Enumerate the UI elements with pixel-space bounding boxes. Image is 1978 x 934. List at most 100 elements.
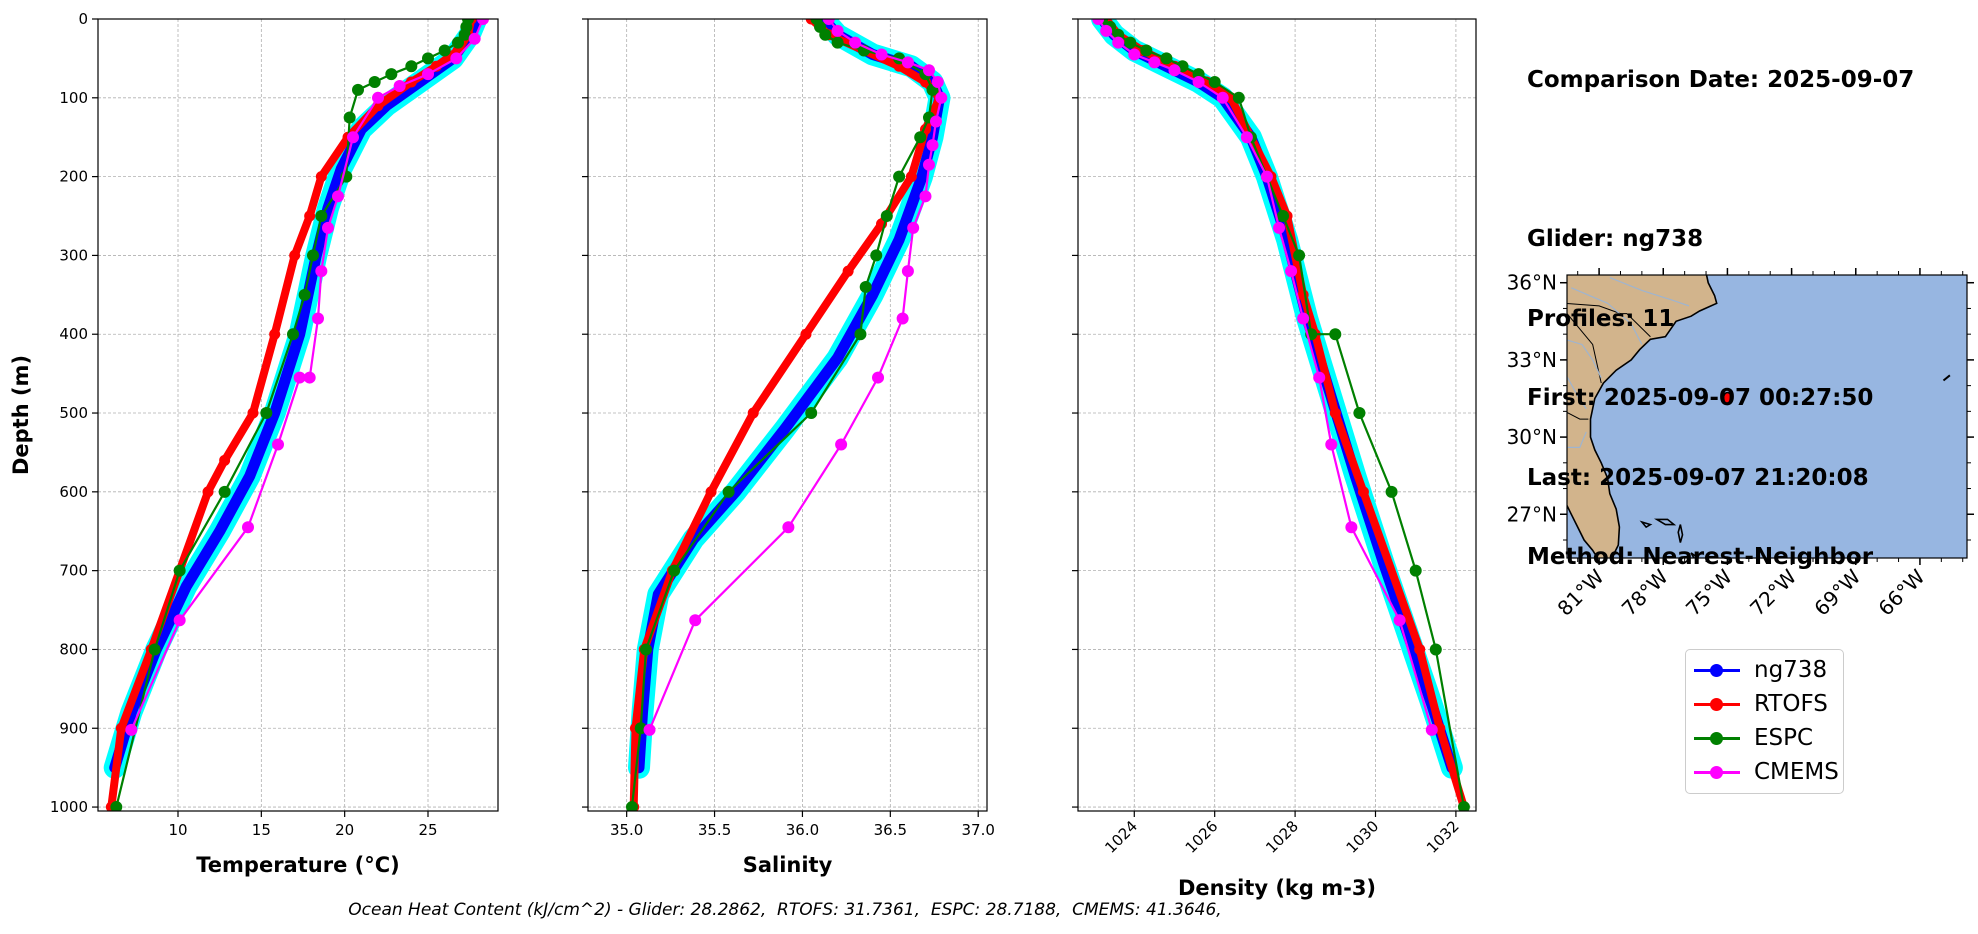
series-group	[1091, 19, 1470, 811]
y-tick-label: 0	[78, 10, 88, 28]
salinity-panel: 35.0 35.5 36.0 36.5 37.0 Salinity	[582, 18, 995, 877]
river	[1571, 287, 1643, 345]
series-espc-point	[385, 68, 398, 81]
lat-tick-label: 33°N	[1507, 348, 1557, 372]
series-espc-point	[173, 564, 186, 577]
series-rtofs-point	[115, 722, 127, 734]
series-group	[103, 19, 489, 811]
series-cmems-point	[831, 24, 844, 37]
x-tick-label: 1032	[1423, 817, 1463, 857]
series-cmems-point	[1192, 76, 1205, 89]
series-espc-point	[368, 76, 381, 89]
series-cmems-point	[872, 371, 885, 384]
legend-swatch	[1694, 689, 1740, 719]
legend: ng738 RTOFS ESPC CMEMS	[1685, 649, 1844, 794]
info-block: Comparison Date: 2025-09-07 Glider: ng73…	[1527, 14, 1914, 597]
series-ng738-line	[1096, 19, 1458, 774]
series-rtofs-point	[705, 486, 717, 498]
series-cmems-point	[919, 190, 932, 203]
series-espc-point	[1353, 407, 1366, 420]
method: Method: Nearest-Neighbor	[1527, 544, 1874, 570]
x-axis-label: Salinity	[743, 853, 833, 877]
series-rtofs-point	[1357, 486, 1369, 498]
series-cmems-point	[782, 521, 795, 534]
series-espc-point	[854, 328, 867, 341]
series-espc-point	[1208, 76, 1221, 89]
series-cmems-point	[1148, 56, 1161, 69]
lat-tick-label: 36°N	[1507, 271, 1557, 295]
axes-frame	[1077, 18, 1477, 812]
series-espc-point	[1124, 36, 1137, 49]
series-espc-point	[1409, 564, 1422, 577]
x-tick-label: 1030	[1343, 817, 1383, 857]
glider-position-marker	[1722, 391, 1733, 406]
series-cmems-point	[1092, 19, 1105, 25]
state-boundary	[1567, 411, 1589, 420]
legend-item-glider: ng738	[1694, 655, 1827, 685]
y-tick-label: 800	[59, 640, 88, 658]
legend-item-espc: ESPC	[1694, 723, 1813, 753]
series-cmems-point	[1216, 91, 1229, 104]
legend-swatch	[1694, 723, 1740, 753]
series-espc-point	[287, 328, 299, 341]
series-cmems-point	[173, 614, 186, 627]
series-espc-point	[819, 28, 832, 41]
series-cmems-point	[450, 52, 463, 65]
series-cmems-point	[332, 190, 344, 203]
legend-label: RTOFS	[1754, 691, 1828, 717]
series-rtofs-point	[247, 407, 259, 419]
series-cmems-point	[1273, 221, 1286, 234]
x-tick-label: 35.0	[610, 821, 643, 839]
series-cmems-point	[1345, 521, 1358, 534]
y-tick-label: 200	[59, 168, 88, 186]
series-cmems-point	[293, 371, 306, 384]
y-tick-label: 1000	[50, 798, 88, 816]
series-rtofs-point	[800, 328, 812, 340]
series-rtofs-point	[1329, 407, 1341, 419]
legend-label: ng738	[1754, 657, 1828, 683]
series-espc-point	[914, 131, 927, 144]
axes-frame	[587, 18, 988, 812]
series-espc-point	[260, 407, 273, 420]
series-cmems-point	[922, 158, 935, 171]
legend-swatch	[1694, 757, 1740, 787]
legend-label: ESPC	[1754, 725, 1814, 751]
series-espc-point	[722, 485, 735, 498]
series-cmems-point	[315, 265, 328, 278]
series-rtofs-point	[905, 171, 917, 183]
river	[1609, 277, 1690, 307]
y-tick-label: 300	[59, 246, 88, 264]
glider-name: Glider: ng738	[1527, 226, 1704, 252]
legend-item-cmems: CMEMS	[1694, 757, 1839, 787]
series-espc-point	[352, 83, 364, 96]
temperature-panel: 10 15 20 25 0 100 200 300 400 500 600 700 800 900 1000…	[9, 10, 499, 877]
series-cmems-point	[125, 723, 138, 736]
ocean-heat-content-caption: Ocean Heat Content (kJ/cm^2) - Glider: 2…	[348, 900, 1222, 920]
y-tick-label: 400	[59, 325, 88, 343]
y-tick-label: 900	[59, 719, 88, 737]
series-rtofs-point	[219, 454, 231, 466]
series-cmems-point	[930, 115, 943, 128]
legend-item-rtofs: RTOFS	[1694, 689, 1828, 719]
series-cmems-point	[643, 723, 656, 736]
profile-count: Profiles: 11	[1527, 305, 1675, 332]
x-tick-label: 36.5	[874, 821, 907, 839]
series-espc-point	[1140, 44, 1153, 57]
series-rtofs-point	[747, 407, 759, 419]
series-cmems-point	[477, 19, 489, 25]
series-cmems-point	[689, 614, 702, 627]
series-ng738-line	[633, 19, 945, 774]
series-cmems-point	[1112, 36, 1125, 49]
series-espc-point	[422, 52, 434, 65]
series-rtofs-point	[289, 249, 301, 261]
series-espc-point	[148, 643, 161, 656]
lat-tick-label: 30°N	[1507, 425, 1557, 449]
island	[1653, 518, 1677, 526]
series-espc-point	[405, 60, 418, 73]
series-cmems-point	[875, 48, 888, 61]
series-cmems-point	[372, 91, 384, 104]
series-espc-point	[343, 111, 356, 124]
series-rtofs-point	[1297, 289, 1309, 301]
series-rtofs-point	[269, 328, 281, 340]
series-cmems-point	[347, 131, 359, 144]
